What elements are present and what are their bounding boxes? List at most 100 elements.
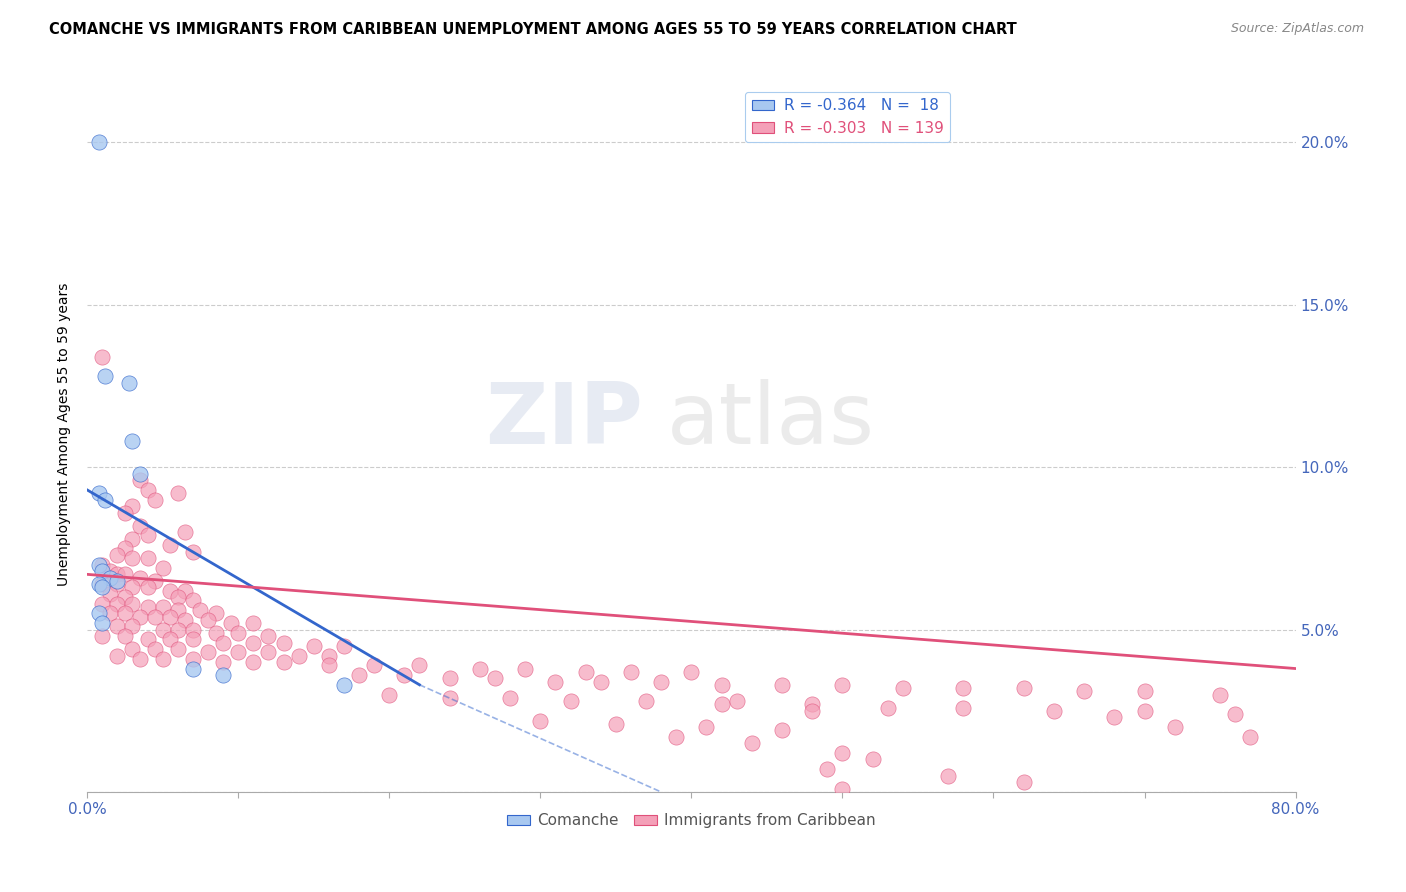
Text: COMANCHE VS IMMIGRANTS FROM CARIBBEAN UNEMPLOYMENT AMONG AGES 55 TO 59 YEARS COR: COMANCHE VS IMMIGRANTS FROM CARIBBEAN UN… <box>49 22 1017 37</box>
Point <box>725 694 748 708</box>
Point <box>136 599 159 614</box>
Point <box>575 665 598 679</box>
Point <box>1164 720 1187 734</box>
Point <box>219 616 242 631</box>
Point <box>89 607 111 621</box>
Point <box>114 590 136 604</box>
Point <box>121 532 143 546</box>
Point <box>129 652 152 666</box>
Point <box>226 625 249 640</box>
Point <box>143 609 166 624</box>
Point <box>181 661 204 675</box>
Point <box>174 613 197 627</box>
Point <box>1073 684 1095 698</box>
Point <box>226 645 249 659</box>
Legend: Comanche, Immigrants from Caribbean: Comanche, Immigrants from Caribbean <box>501 807 882 834</box>
Point <box>242 635 264 649</box>
Point <box>1012 775 1035 789</box>
Point <box>439 671 461 685</box>
Point <box>1043 704 1066 718</box>
Point <box>136 632 159 647</box>
Point <box>190 603 212 617</box>
Point <box>408 658 430 673</box>
Point <box>89 577 111 591</box>
Point <box>98 607 121 621</box>
Point <box>174 525 197 540</box>
Point <box>89 486 111 500</box>
Point <box>121 642 143 657</box>
Point <box>121 434 143 449</box>
Point <box>121 499 143 513</box>
Point <box>212 635 235 649</box>
Point <box>529 714 551 728</box>
Point <box>318 658 340 673</box>
Point <box>204 625 226 640</box>
Point <box>770 678 793 692</box>
Point <box>831 746 853 760</box>
Point <box>105 567 128 582</box>
Point <box>98 564 121 578</box>
Point <box>94 369 117 384</box>
Point <box>181 623 204 637</box>
Point <box>1012 681 1035 695</box>
Point <box>129 571 152 585</box>
Point <box>91 577 114 591</box>
Point <box>439 690 461 705</box>
Point <box>936 769 959 783</box>
Point <box>363 658 385 673</box>
Point <box>544 674 567 689</box>
Point <box>242 616 264 631</box>
Point <box>114 607 136 621</box>
Point <box>891 681 914 695</box>
Point <box>181 544 204 558</box>
Point <box>152 652 174 666</box>
Point <box>1104 710 1126 724</box>
Point <box>181 593 204 607</box>
Point <box>318 648 340 663</box>
Point <box>159 583 181 598</box>
Point <box>589 674 612 689</box>
Point <box>287 648 309 663</box>
Point <box>620 665 643 679</box>
Point <box>98 571 121 585</box>
Point <box>634 694 657 708</box>
Point <box>952 681 974 695</box>
Point <box>605 716 627 731</box>
Point <box>665 730 688 744</box>
Point <box>302 639 325 653</box>
Point <box>378 688 401 702</box>
Point <box>105 548 128 562</box>
Point <box>801 698 824 712</box>
Text: atlas: atlas <box>668 379 875 462</box>
Point <box>681 665 703 679</box>
Point <box>105 619 128 633</box>
Point <box>159 538 181 552</box>
Text: ZIP: ZIP <box>485 379 643 462</box>
Point <box>166 486 188 500</box>
Point <box>333 639 356 653</box>
Point <box>121 551 143 566</box>
Point <box>166 590 188 604</box>
Point <box>815 762 838 776</box>
Point <box>695 720 717 734</box>
Point <box>181 652 204 666</box>
Point <box>560 694 582 708</box>
Point <box>129 467 152 481</box>
Point <box>468 661 491 675</box>
Point <box>166 642 188 657</box>
Point <box>89 558 111 572</box>
Point <box>89 136 111 150</box>
Point <box>515 661 537 675</box>
Point <box>91 580 114 594</box>
Point <box>114 506 136 520</box>
Point <box>143 642 166 657</box>
Point <box>114 629 136 643</box>
Point <box>98 587 121 601</box>
Point <box>159 632 181 647</box>
Point <box>136 551 159 566</box>
Point <box>114 567 136 582</box>
Point <box>136 483 159 497</box>
Point <box>91 350 114 364</box>
Point <box>862 752 884 766</box>
Point <box>1239 730 1261 744</box>
